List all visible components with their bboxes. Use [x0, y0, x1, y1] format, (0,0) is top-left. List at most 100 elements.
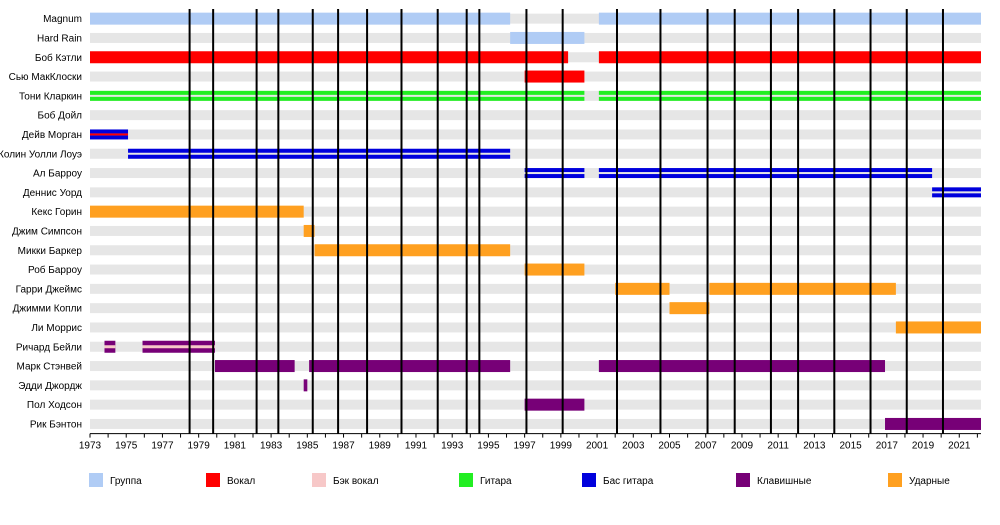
x-tick-label: 1977 [151, 441, 174, 452]
x-tick-label: 2009 [731, 441, 754, 452]
membership-bar [885, 417, 981, 430]
member-label: Ли Моррис [31, 323, 82, 334]
x-tick-label: 1989 [369, 441, 392, 452]
row-background [90, 110, 981, 121]
legend: Группа Вокал Бэк вокал Гитара Бас гитара Клав… [89, 473, 950, 487]
membership-bar [90, 129, 129, 134]
membership-bar [524, 174, 585, 179]
membership-bar [524, 168, 585, 173]
x-tick-label: 2013 [803, 441, 826, 452]
member-label: Сью МакКлоски [9, 72, 82, 83]
membership-bar [90, 135, 129, 140]
member-label: Марк Стэнвей [17, 362, 83, 373]
legend-label: Клавишные [757, 476, 812, 487]
membership-bar [598, 174, 933, 179]
row-background [90, 245, 981, 256]
member-label: Дейв Морган [22, 130, 82, 141]
x-tick-label: 2021 [948, 441, 971, 452]
membership-bar [598, 96, 981, 101]
membership-bar [309, 360, 511, 373]
member-label: Деннис Уорд [23, 188, 82, 199]
row-background [90, 225, 981, 236]
x-tick-label: 2011 [767, 441, 789, 452]
legend-swatch [206, 473, 220, 487]
legend-label: Группа [110, 476, 142, 487]
membership-bar [90, 205, 304, 218]
legend-swatch [582, 473, 596, 487]
membership-bar [709, 282, 896, 295]
row-background [90, 90, 981, 101]
row-background [90, 129, 981, 140]
x-tick-label: 1983 [260, 441, 283, 452]
x-tick-label: 1975 [115, 441, 138, 452]
membership-bar [214, 360, 295, 373]
member-label: Колин Уолли Лоуэ [0, 149, 82, 160]
membership-bar [128, 154, 511, 159]
membership-bar [524, 263, 585, 276]
row-background [90, 322, 981, 333]
x-tick-label: 1991 [405, 441, 428, 452]
legend-swatch [312, 473, 326, 487]
member-label: Гарри Джеймс [16, 284, 82, 295]
row-background [90, 303, 981, 314]
legend-label: Ударные [909, 476, 950, 487]
legend-swatch [888, 473, 902, 487]
membership-bar [128, 148, 511, 153]
x-tick-label: 2001 [586, 441, 609, 452]
membership-overlay [90, 133, 129, 136]
album-release-lines [188, 9, 944, 434]
x-tick-label: 1981 [224, 441, 247, 452]
x-tick-label: 1999 [550, 441, 573, 452]
member-label: Роб Барроу [28, 264, 82, 276]
membership-bar [510, 31, 585, 44]
membership-bar [598, 51, 981, 64]
member-label: Тони Кларкин [19, 91, 82, 102]
legend-swatch [736, 473, 750, 487]
member-label: Ричард Бейли [16, 342, 82, 353]
member-label: Пол Ходсон [27, 400, 82, 411]
member-label: Джимми Копли [13, 304, 82, 315]
membership-overlay [142, 345, 215, 349]
x-tick-label: 2007 [695, 441, 718, 452]
membership-bar [303, 379, 308, 392]
member-label: Боб Дойл [38, 110, 83, 122]
membership-bar [669, 302, 710, 315]
membership-bar [314, 244, 511, 257]
membership-bar [524, 398, 585, 411]
membership-bar [598, 360, 886, 373]
membership-bar [598, 168, 933, 173]
membership-bar [598, 90, 981, 95]
membership-bar [303, 224, 315, 237]
member-label: Ал Барроу [33, 169, 82, 180]
row-background [90, 187, 981, 198]
legend-label: Вокал [227, 476, 255, 487]
x-tick-label: 1997 [514, 441, 537, 452]
member-label: Рик Бэнтон [30, 419, 82, 430]
member-label: Hard Rain [37, 33, 82, 44]
membership-bar [615, 282, 670, 295]
legend-label: Бэк вокал [333, 476, 379, 487]
x-axis: 1973 1975 1977 1979 1981 1983 1985 1987 1989 1991… [79, 433, 981, 452]
membership-bar [524, 70, 585, 83]
member-label: Эдди Джордж [18, 381, 82, 392]
x-tick-label: 1985 [296, 441, 319, 452]
member-label: Микки Баркер [18, 246, 83, 257]
membership-overlay [104, 345, 116, 349]
member-label: Magnum [43, 14, 82, 25]
x-tick-label: 1995 [477, 441, 500, 452]
x-tick-label: 1979 [188, 441, 211, 452]
x-tick-label: 1993 [441, 441, 464, 452]
membership-bar [932, 193, 981, 198]
x-tick-label: 2005 [658, 441, 681, 452]
x-tick-label: 1987 [332, 441, 355, 452]
row-background [90, 380, 981, 391]
row-background [90, 283, 981, 294]
x-tick-label: 2003 [622, 441, 645, 452]
membership-bar [895, 321, 981, 334]
member-label: Джим Симпсон [12, 226, 82, 237]
row-background [90, 148, 981, 159]
row-background [90, 418, 981, 429]
member-label: Боб Кэтли [35, 52, 82, 64]
x-tick-label: 2015 [839, 441, 862, 452]
